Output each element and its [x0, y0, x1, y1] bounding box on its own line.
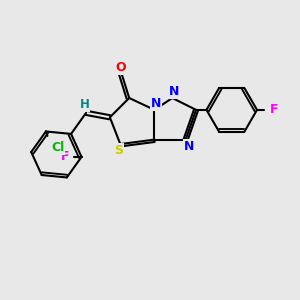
Text: F: F: [61, 150, 69, 164]
Text: S: S: [114, 144, 123, 157]
Text: N: N: [184, 140, 194, 153]
Text: H: H: [80, 98, 89, 111]
Text: F: F: [270, 103, 278, 116]
Text: N: N: [169, 85, 179, 98]
Text: Cl: Cl: [51, 141, 64, 154]
Text: O: O: [115, 61, 126, 74]
Text: N: N: [151, 97, 161, 110]
